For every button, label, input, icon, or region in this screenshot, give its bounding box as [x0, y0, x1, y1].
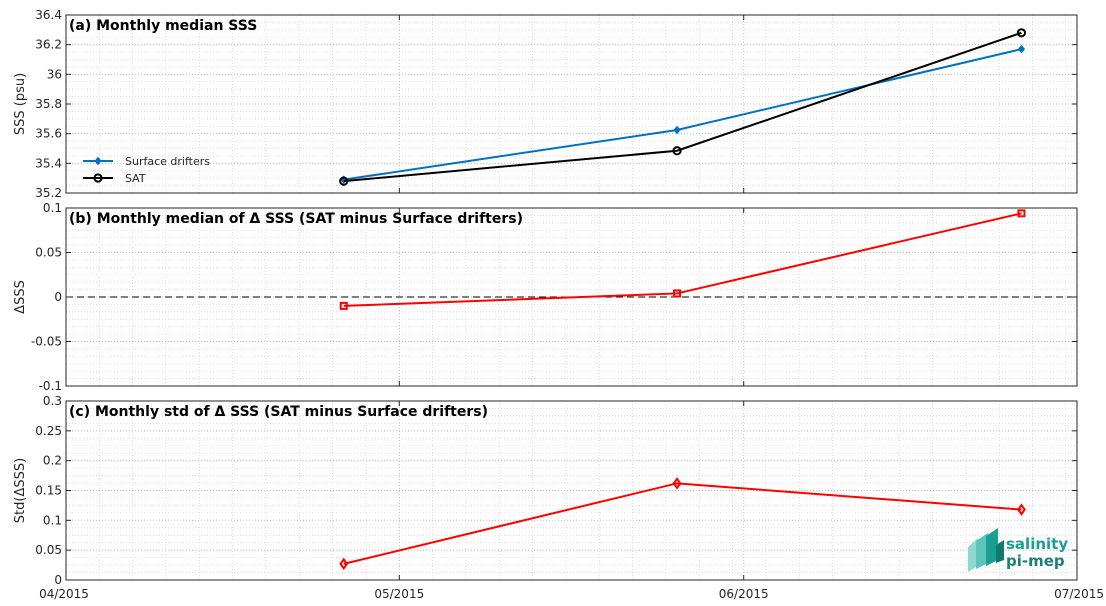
plot-area [66, 401, 1077, 580]
y-axis-label: ΔSSS [13, 280, 28, 314]
legend-marker [94, 156, 102, 166]
y-axis: 35.2 35.4 35.6 35.8 36 36.2 36.4 [35, 8, 1077, 200]
plot-area [66, 15, 1077, 193]
data-point [1017, 209, 1026, 218]
legend-marker [93, 173, 103, 183]
y-tick-label: 36.4 [35, 8, 62, 22]
y-tick-label: 36 [47, 67, 62, 81]
data-point [1017, 503, 1026, 516]
logo-text-line2: pi-mep [1006, 552, 1065, 570]
y-tick-label: 0.3 [43, 394, 62, 408]
legend-label: Surface drifters [125, 155, 210, 168]
series-delta-sss [339, 477, 1026, 571]
y-axis-label: Std(ΔSSS) [13, 458, 28, 523]
x-tick-label: 05/2015 [374, 587, 424, 601]
y-tick-label: 0 [54, 573, 62, 587]
data-point [672, 146, 682, 156]
y-tick-label: 0.15 [35, 484, 62, 498]
y-axis: 0 0.05 0.1 0.15 0.2 0.25 0.3 [35, 394, 1077, 587]
series-line [343, 31, 1022, 183]
y-tick-label: 0.05 [35, 246, 62, 260]
panel-c: 0 0.05 0.1 0.15 0.2 0.25 0.3 Std(ΔSSS) (c) Month… [13, 394, 1078, 587]
y-tick-label: 35.4 [35, 156, 62, 170]
y-tick-label: 0.1 [43, 513, 62, 527]
x-tick-label: 07/2015 [1054, 587, 1104, 601]
logo-wave-icon [986, 528, 998, 566]
y-axis: -0.1 -0.05 0 0.05 0.1 [31, 201, 1077, 393]
panel-b: -0.1 -0.05 0 0.05 0.1 ΔSSS (b) Monthly median … [13, 201, 1078, 393]
x-axis: 04/2015 05/2015 06/2015 07/2015 [39, 587, 1104, 601]
y-tick-label: 0.1 [43, 201, 62, 215]
y-tick-label: 35.8 [35, 97, 62, 111]
data-point [339, 176, 349, 186]
data-point [673, 125, 681, 135]
series-line [343, 482, 1022, 565]
legend-label: SAT [125, 172, 146, 185]
y-axis-label: SSS (psu) [13, 73, 28, 135]
data-point [672, 477, 682, 490]
y-tick-label: 0.25 [35, 424, 62, 438]
data-point [673, 289, 682, 298]
series-delta-sss [339, 209, 1026, 310]
panel-a: 35.2 35.4 35.6 35.8 36 36.2 36.4 SSS (psu) (a) M… [13, 8, 1078, 200]
logo-wave-icon [968, 538, 978, 572]
logo-wave-icon [976, 533, 988, 569]
y-tick-label: 0.05 [35, 543, 62, 557]
panel-title: (a) Monthly median SSS [69, 18, 257, 34]
x-tick-label: 04/2015 [39, 587, 89, 601]
series-line [343, 212, 1022, 307]
data-point [339, 557, 349, 571]
y-tick-label: -0.1 [39, 379, 62, 393]
x-tick-label: 06/2015 [719, 587, 769, 601]
y-tick-label: 36.2 [35, 38, 62, 52]
data-point [1016, 28, 1027, 38]
y-tick-label: 0 [54, 290, 62, 304]
panel-title: (b) Monthly median of Δ SSS (SAT minus S… [69, 211, 523, 227]
data-point [339, 301, 348, 310]
y-tick-label: 35.6 [35, 127, 62, 141]
data-point [1017, 44, 1026, 54]
y-tick-label: 0.2 [43, 454, 62, 468]
series-sat [339, 28, 1027, 186]
logo-text-line1: salinity [1006, 535, 1068, 553]
legend: Surface drifters SAT [83, 155, 210, 185]
panel-title: (c) Monthly std of Δ SSS (SAT minus Surf… [69, 404, 488, 420]
y-tick-label: -0.05 [31, 335, 62, 349]
logo-wave-icon [996, 540, 1004, 563]
y-tick-label: 35.2 [35, 186, 62, 200]
